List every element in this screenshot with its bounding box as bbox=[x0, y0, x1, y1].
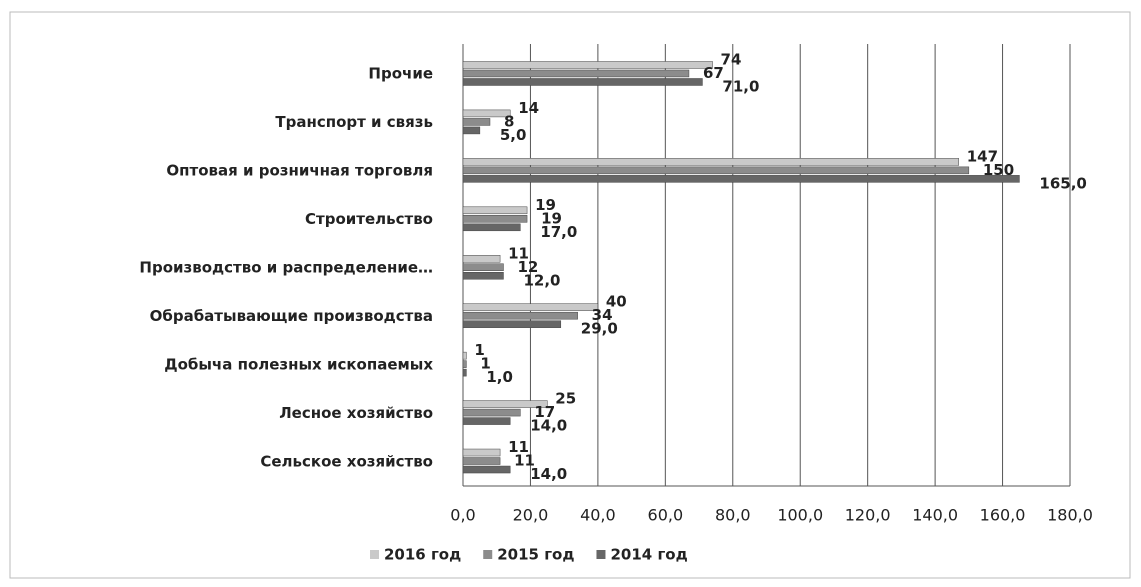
data-label: 12 bbox=[517, 258, 538, 276]
data-label: 19 bbox=[535, 196, 556, 214]
data-label: 147 bbox=[967, 147, 998, 165]
legend-label: 2015 год bbox=[497, 546, 574, 564]
bar bbox=[462, 351, 467, 360]
bar bbox=[462, 215, 528, 223]
data-label: 25 bbox=[555, 390, 576, 408]
y-tick-label: Строительство bbox=[305, 210, 433, 228]
bar bbox=[462, 303, 599, 311]
y-tick-label: Производство и распределение… bbox=[139, 259, 433, 277]
data-label: 14,0 bbox=[530, 417, 567, 435]
data-label: 1,0 bbox=[486, 368, 513, 386]
data-label: 150 bbox=[983, 161, 1014, 179]
bar bbox=[462, 311, 578, 320]
bar bbox=[462, 118, 491, 126]
data-label: 17 bbox=[534, 403, 555, 421]
bar bbox=[462, 175, 1020, 183]
data-label: 8 bbox=[504, 112, 514, 130]
bar bbox=[462, 158, 959, 166]
bar bbox=[462, 465, 511, 474]
legend-label: 2014 год bbox=[610, 546, 687, 564]
data-label: 14,0 bbox=[530, 465, 567, 483]
bar bbox=[462, 408, 521, 417]
frame bbox=[9, 11, 1131, 579]
y-tick-label: Лесное хозяйство bbox=[279, 404, 433, 422]
data-label: 67 bbox=[703, 64, 724, 82]
x-tick-label: 60,0 bbox=[648, 506, 684, 525]
legend-label: 2016 год bbox=[384, 546, 461, 564]
x-tick-label: 180,0 bbox=[1047, 506, 1093, 525]
bar bbox=[462, 360, 467, 368]
data-label: 165,0 bbox=[1039, 174, 1086, 192]
x-tick-label: 140,0 bbox=[912, 506, 958, 525]
bar bbox=[462, 69, 690, 78]
data-label: 74 bbox=[721, 50, 742, 68]
bar bbox=[462, 223, 521, 232]
bar bbox=[462, 457, 501, 465]
bar bbox=[462, 448, 501, 457]
y-tick-label: Добыча полезных ископаемых bbox=[164, 355, 433, 373]
bar bbox=[462, 417, 511, 425]
data-label: 14 bbox=[518, 99, 539, 117]
x-tick-label: 80,0 bbox=[715, 506, 751, 525]
bar bbox=[462, 368, 467, 377]
x-tick-label: 0,0 bbox=[450, 506, 475, 525]
legend-swatch bbox=[370, 550, 379, 559]
bar bbox=[462, 272, 504, 280]
data-label: 71,0 bbox=[722, 77, 759, 95]
bar bbox=[462, 400, 548, 408]
data-label: 12,0 bbox=[523, 271, 560, 289]
y-tick-label: Оптовая и розничная торговля bbox=[166, 162, 433, 180]
data-label: 1 bbox=[474, 341, 484, 359]
bar bbox=[462, 78, 703, 86]
data-label: 29,0 bbox=[581, 320, 618, 338]
y-tick-label: Обрабатывающие производства bbox=[150, 307, 433, 325]
bar bbox=[462, 109, 511, 118]
data-label: 1 bbox=[480, 355, 490, 373]
legend-swatch bbox=[483, 550, 493, 559]
bar bbox=[462, 126, 481, 135]
x-tick-label: 160,0 bbox=[980, 506, 1026, 525]
y-tick-label: Сельское хозяйство bbox=[260, 452, 433, 470]
data-label: 17,0 bbox=[540, 223, 577, 241]
data-label: 34 bbox=[592, 306, 613, 324]
legend-swatch bbox=[596, 550, 606, 559]
data-label: 40 bbox=[606, 293, 627, 311]
data-label: 11 bbox=[508, 438, 529, 456]
bar bbox=[462, 255, 501, 263]
x-tick-label: 20,0 bbox=[513, 506, 549, 525]
bar bbox=[462, 61, 713, 69]
x-tick-label: 100,0 bbox=[777, 506, 823, 525]
y-tick-label: Прочие bbox=[368, 65, 433, 83]
data-label: 11 bbox=[514, 452, 535, 470]
bar bbox=[462, 206, 528, 215]
x-tick-label: 120,0 bbox=[845, 506, 891, 525]
data-label: 11 bbox=[508, 244, 529, 262]
data-label: 5,0 bbox=[500, 126, 527, 144]
bar bbox=[462, 263, 504, 271]
data-label: 19 bbox=[541, 209, 562, 227]
bar bbox=[462, 166, 970, 175]
x-tick-label: 40,0 bbox=[580, 506, 616, 525]
bar bbox=[462, 320, 562, 328]
y-tick-label: Транспорт и связь bbox=[275, 113, 433, 131]
